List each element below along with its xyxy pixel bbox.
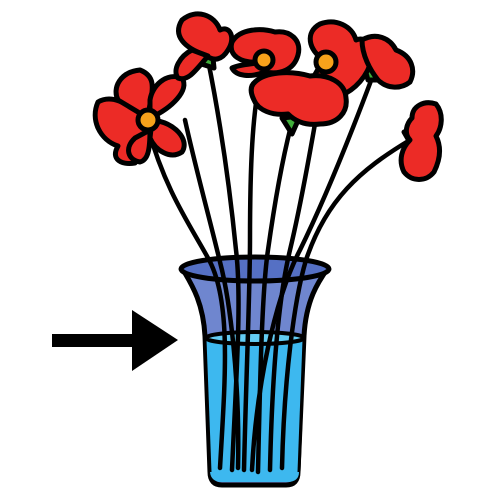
- flower-top-left: [173, 11, 235, 82]
- vase-highlights: [203, 339, 306, 473]
- flower-stems: [145, 57, 413, 475]
- arrow-right-icon: [52, 310, 178, 371]
- flower-top-middle: [228, 27, 302, 78]
- vase-water: [206, 338, 304, 482]
- poppy-flower-icon: [92, 11, 444, 182]
- flower-right: [398, 100, 444, 182]
- flower-left: [92, 67, 187, 166]
- flower-center: [248, 70, 349, 137]
